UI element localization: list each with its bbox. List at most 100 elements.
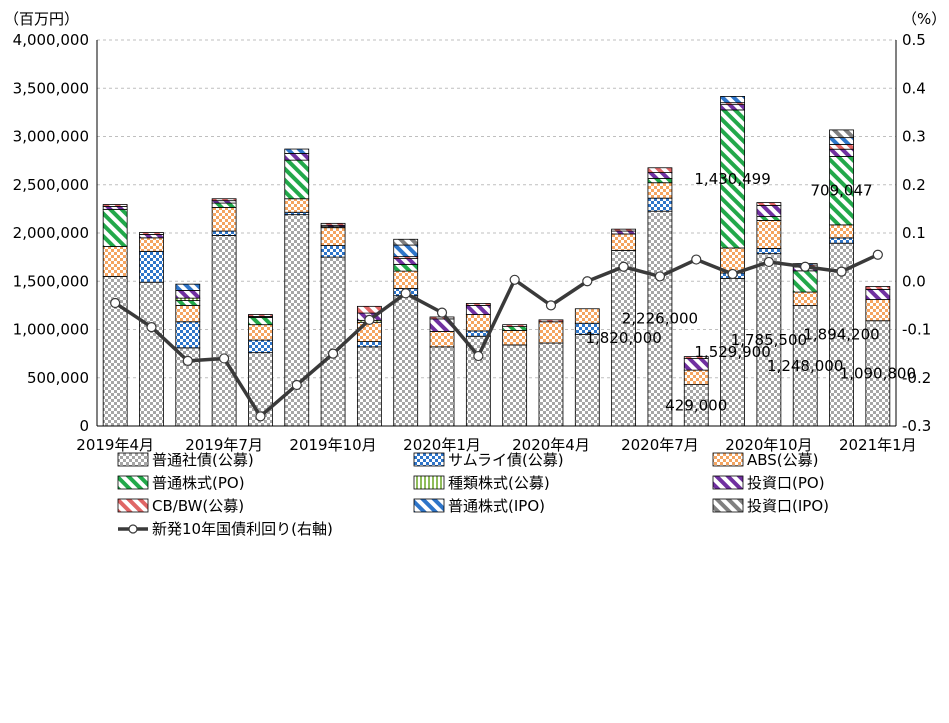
legend-label: CB/BW(公募) — [152, 497, 244, 515]
yield-point — [763, 256, 774, 268]
right-axis-ticks: -0.3 -0.2 -0.1 0.0 0.1 0.2 0.3 0.4 0.5 — [902, 31, 931, 435]
bar--po--21 — [865, 288, 891, 300]
yield-point — [219, 353, 230, 364]
bar---3 — [211, 230, 237, 236]
right-axis-tick-label: 0.2 — [902, 176, 926, 194]
data-label: 1,090,800 — [840, 364, 916, 382]
bar---6 — [320, 256, 346, 427]
yield-point — [400, 288, 411, 299]
bar--po--15 — [647, 177, 673, 184]
bar---6 — [320, 245, 346, 258]
yield-point — [509, 274, 520, 285]
x-axis-tick-label: 2019年10月 — [289, 436, 376, 454]
bar-cb-bw--21 — [865, 286, 891, 290]
legend-label: ABS(公募) — [747, 451, 819, 469]
legend-label: 投資口(PO) — [747, 474, 825, 492]
yield-point — [545, 300, 557, 311]
bar---12 — [538, 342, 564, 427]
bar-cb-bw--3 — [211, 198, 237, 202]
bar-abs--3 — [211, 207, 237, 232]
legend-swatch-- — [413, 452, 445, 467]
data-label: 1,785,500 — [731, 331, 807, 349]
x-axis-tick-label: 2020年10月 — [725, 436, 812, 454]
bar-abs--14 — [611, 233, 637, 251]
bar-abs--18 — [756, 220, 782, 249]
bar-cb-bw--1 — [139, 232, 164, 235]
bar--ipo--20 — [829, 129, 854, 139]
data-label: 1,894,200 — [803, 326, 879, 344]
yield-point — [255, 411, 266, 422]
bar---7 — [356, 341, 382, 348]
yield-point — [182, 355, 193, 366]
yield-point — [727, 268, 738, 280]
bar--po--3 — [211, 202, 237, 208]
x-axis-tick-label: 2020年4月 — [512, 436, 590, 454]
data-label: 429,000 — [665, 396, 727, 414]
left-axis-tick-label: 2,500,000 — [13, 176, 89, 194]
bar--ipo--2 — [175, 283, 201, 291]
legend-swatch-cb-bw- — [117, 498, 149, 513]
legend-label: 普通社債(公募) — [152, 451, 254, 469]
bar--ipo--17 — [720, 96, 745, 104]
left-axis-tick-label: 0 — [79, 417, 89, 435]
bar-abs--12 — [538, 321, 564, 344]
left-axis-tick-label: 500,000 — [27, 369, 89, 387]
bar--po--19 — [792, 270, 818, 293]
legend-label: 新発10年国債利回り(右軸) — [152, 520, 333, 538]
legend-swatch--po- — [117, 475, 149, 490]
bar-abs--6 — [320, 227, 346, 246]
bar-cb-bw--15 — [647, 167, 673, 173]
bar-abs--19 — [792, 291, 818, 306]
bar--po--15 — [647, 172, 673, 179]
right-axis-tick-label: -0.2 — [902, 369, 931, 387]
bar--po--17 — [720, 109, 745, 249]
right-axis-tick-label: 0.4 — [902, 79, 926, 97]
bar---15 — [647, 197, 673, 212]
bar-abs--1 — [139, 237, 164, 252]
left-axis-tick-label: 3,000,000 — [13, 128, 89, 146]
yield-point — [654, 271, 666, 282]
bar-cb-bw--20 — [829, 143, 854, 150]
legend-swatch--po- — [712, 475, 744, 490]
yield-point — [364, 314, 375, 325]
bar-abs--17 — [720, 247, 745, 274]
axes — [96, 40, 897, 427]
bar---10 — [465, 335, 491, 427]
legend-swatch-- — [117, 452, 149, 467]
yield-point — [473, 350, 484, 362]
legend-swatch--ipo- — [712, 498, 744, 513]
bar-cb-bw--14 — [611, 228, 637, 232]
bar-abs--5 — [284, 198, 310, 213]
data-label: 2,226,000 — [622, 310, 698, 328]
legend: 普通社債(公募) サムライ債(公募) ABS(公募) 普通株式(PO) 種類株式(公募)… — [117, 451, 829, 538]
legend-label: 投資口(IPO) — [747, 497, 829, 515]
x-axis-tick-label: 2019年4月 — [76, 436, 154, 454]
x-axis-tick-label: 2020年7月 — [621, 436, 699, 454]
bar---13 — [574, 333, 600, 427]
left-axis-tick-label: 4,000,000 — [13, 31, 89, 49]
bar--po--10 — [465, 304, 491, 315]
bar--po--8 — [393, 258, 419, 265]
yield-point — [800, 261, 811, 272]
yield-line — [110, 249, 883, 422]
bar-cb-bw--12 — [538, 319, 564, 323]
bar-series — [102, 96, 891, 427]
bar-abs--9 — [429, 331, 455, 348]
right-axis-tick-label: 0.3 — [902, 128, 926, 146]
bar--po--20 — [829, 148, 854, 157]
bar-abs--20 — [829, 224, 854, 239]
legend-line-marker — [128, 524, 138, 534]
legend-swatch-- — [413, 475, 445, 490]
bar--po--18 — [756, 216, 782, 221]
bar--po--0 — [102, 208, 128, 247]
bar---1 — [139, 250, 164, 283]
bar--po--11 — [502, 326, 528, 331]
bar---8 — [393, 295, 419, 427]
legend-swatch-abs- — [712, 452, 744, 467]
bar--ipo--20 — [829, 137, 854, 145]
bar---7 — [356, 346, 382, 427]
yield-point — [618, 261, 629, 272]
bar-abs--15 — [647, 182, 673, 199]
